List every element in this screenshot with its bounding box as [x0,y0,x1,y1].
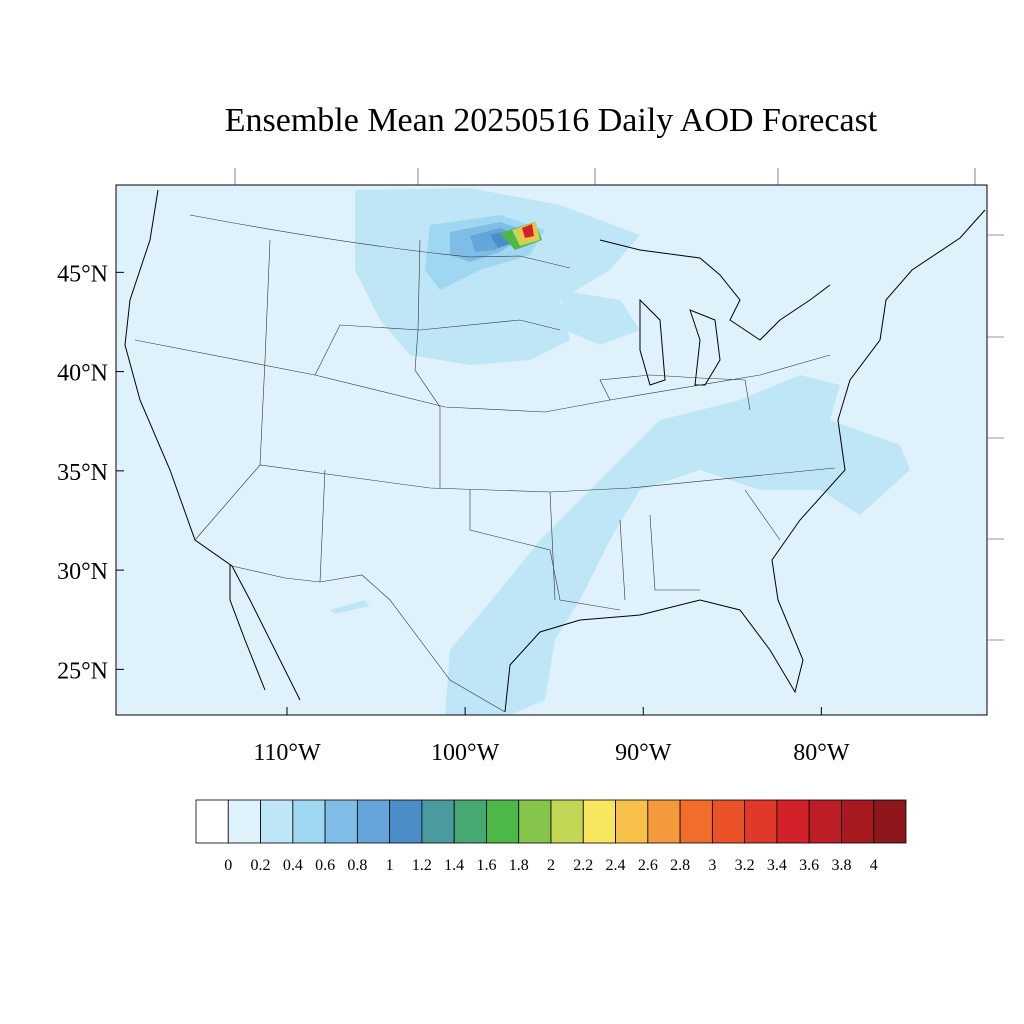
colorbar-box [421,799,455,844]
colorbar-label: 3.6 [799,857,819,874]
colorbar-box [260,799,294,844]
colorbar-box [324,799,358,844]
colorbar-box [550,799,584,844]
colorbar-label: 2 [547,857,555,874]
colorbar-label: 0 [224,857,232,874]
lat-label: 35°N [57,460,108,486]
colorbar-label: 0.8 [347,857,367,874]
lat-label: 40°N [57,361,108,387]
colorbar-label: 1.4 [444,857,464,874]
aod-shade [330,600,370,614]
colorbar-label: 1 [386,857,394,874]
aod-shade [560,290,640,345]
colorbar-label: 2.6 [638,857,658,874]
lat-label: 45°N [57,261,108,287]
coastline [599,239,831,341]
colorbar-label: 2.4 [606,857,626,874]
colorbar-label: 3.8 [831,857,851,874]
title: Ensemble Mean 20250516 Daily AOD Forecas… [225,102,878,139]
colorbar-label: 2.2 [573,857,593,874]
lon-label: 110°W [253,740,321,766]
colorbar-label: 1.8 [509,857,529,874]
border [189,214,571,269]
lake [639,298,721,386]
lon-label: 80°W [793,740,850,766]
lat-label: 25°N [57,658,108,684]
colorbar-box [744,799,778,844]
state-line [134,239,836,611]
coastline [504,209,986,713]
lon-label: 100°W [431,740,500,766]
colorbar-box [518,799,552,844]
colorbar-box [195,799,229,844]
aod-shade [355,188,640,365]
colorbar-box [453,799,487,844]
colorbar-box [615,799,649,844]
colorbar-box [389,799,423,844]
colorbar: 0 0.2 0.4 0.6 0.8 1 1.2 1.4 1.6 1.8 2 2.2 2.4 2.6 2.8 3… [195,799,907,874]
aod-shade [445,375,910,715]
colorbar-box [776,799,810,844]
colorbar-box [711,799,746,844]
colorbar-box [486,799,520,844]
colorbar-label: 3.4 [767,857,787,874]
colorbar-box [808,799,842,844]
colorbar-box [292,799,326,844]
colorbar-label: 3 [708,857,716,874]
colorbar-label: 0.4 [283,857,303,874]
projection-tick [234,168,1004,641]
colorbar-label: 3.2 [735,857,755,874]
map-frame [115,184,988,716]
lon-label: 90°W [615,740,672,766]
lat-label: 30°N [57,559,108,585]
colorbar-label: 1.2 [412,857,432,874]
colorbar-box [841,799,875,844]
coastline [124,189,301,701]
map: 45°N 40°N 35°N 30°N 25°N 110°W 100°W 90°W 80°W [57,168,1004,766]
colorbar-box [647,799,681,844]
colorbar-box [582,799,616,844]
colorbar-box [227,799,261,844]
border [231,565,506,713]
colorbar-box [679,799,713,844]
colorbar-label: 0.6 [315,857,335,874]
colorbar-label: 4 [870,857,878,874]
aod-shade [522,224,534,238]
coastline [229,565,266,691]
colorbar-label: 1.6 [476,857,496,874]
colorbar-box [356,799,391,844]
colorbar-box [873,799,907,844]
colorbar-label: 0.2 [251,857,271,874]
colorbar-label: 2.8 [670,857,690,874]
